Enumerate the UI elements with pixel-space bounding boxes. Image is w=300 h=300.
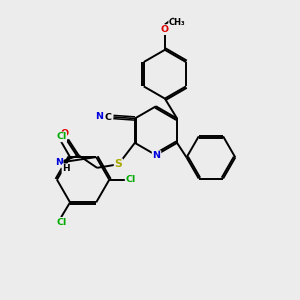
Text: Cl: Cl [56,218,66,227]
Text: Cl: Cl [126,175,136,184]
Text: Cl: Cl [56,132,66,141]
Text: C: C [105,112,112,122]
Text: O: O [161,25,169,34]
Text: H: H [62,164,70,173]
Text: O: O [60,130,68,139]
Text: N: N [152,151,160,160]
Text: N: N [95,112,103,121]
Text: N: N [55,158,63,167]
Text: S: S [115,159,122,169]
Text: CH₃: CH₃ [169,18,186,27]
